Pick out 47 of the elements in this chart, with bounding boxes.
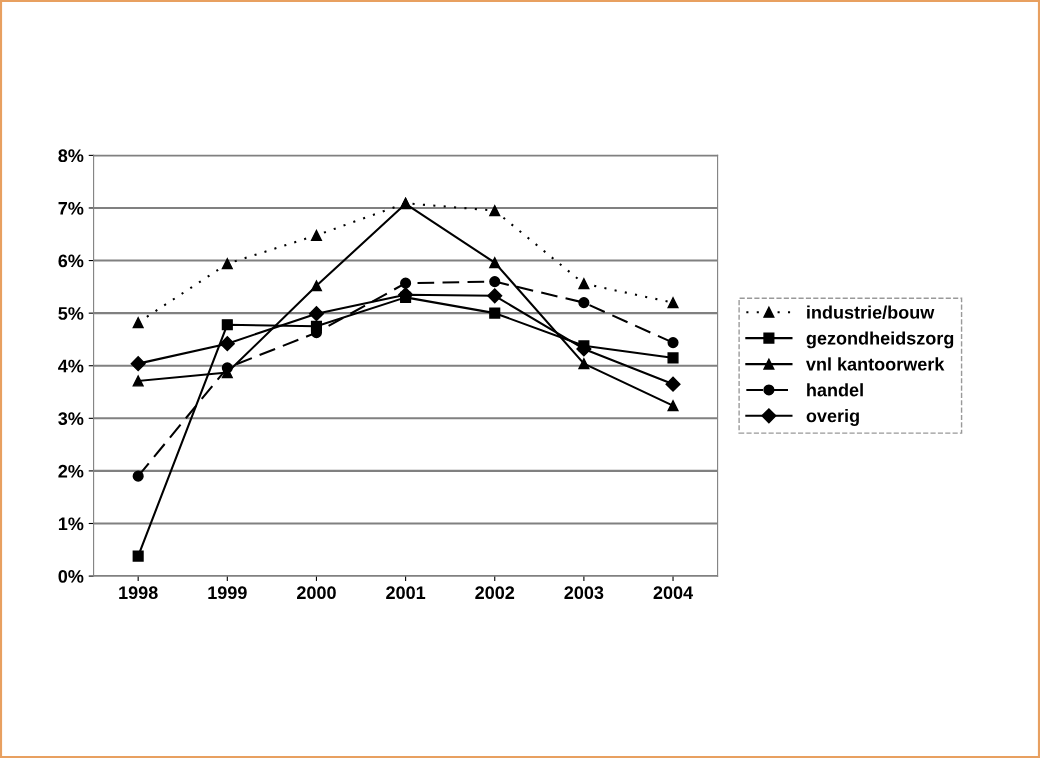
- point: [310, 280, 323, 292]
- point: [132, 470, 144, 482]
- y-tick-label: 1%: [58, 517, 84, 531]
- legend-label: gezondheidszorg: [806, 331, 954, 349]
- x-tick-label: 2000: [297, 586, 336, 600]
- point: [578, 358, 590, 370]
- point: [489, 205, 501, 217]
- x-tick-label: 2001: [386, 586, 426, 600]
- point: [667, 352, 679, 364]
- point: [221, 258, 233, 270]
- y-tick-label: 7%: [58, 201, 84, 215]
- point: [308, 306, 325, 322]
- point: [132, 375, 144, 387]
- legend-label: industrie/bouw: [807, 305, 935, 319]
- legend-label: overig: [806, 409, 859, 426]
- point: [400, 277, 412, 289]
- x-tick-label: 1999: [208, 586, 247, 600]
- x-tick-label: 1998: [119, 586, 158, 600]
- y-tick-label: 3%: [58, 412, 84, 426]
- x-tick-label: 2002: [475, 586, 515, 600]
- y-tick-label: 8%: [58, 149, 84, 163]
- point: [219, 336, 235, 352]
- point: [310, 229, 323, 241]
- point: [489, 276, 501, 288]
- point: [667, 400, 679, 412]
- point: [221, 362, 233, 374]
- y-tick-label: 6%: [58, 254, 84, 268]
- y-tick-label: 2%: [58, 464, 84, 478]
- point: [132, 317, 144, 329]
- point: [578, 278, 590, 290]
- point: [665, 376, 681, 392]
- y-tick-label: 5%: [58, 307, 84, 320]
- y-tick-label: 0%: [58, 570, 84, 583]
- point: [221, 319, 233, 331]
- point: [132, 550, 144, 562]
- point: [130, 356, 146, 372]
- point: [487, 288, 503, 304]
- x-tick-label: 2004: [653, 586, 694, 600]
- legend-label: vnl kantoorwerk: [805, 357, 945, 371]
- point: [489, 307, 501, 319]
- legend-label: handel: [807, 383, 863, 397]
- y-tick-label: 4%: [58, 359, 84, 373]
- point: [578, 297, 590, 309]
- x-tick-label: 2003: [564, 586, 604, 600]
- point: [489, 257, 501, 269]
- point: [667, 297, 679, 309]
- point: [667, 337, 679, 349]
